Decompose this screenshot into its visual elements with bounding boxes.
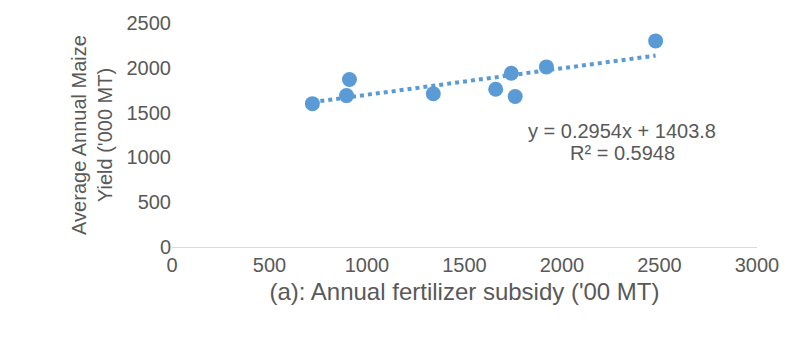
svg-text:1500: 1500 [127, 102, 172, 124]
svg-text:2500: 2500 [637, 254, 682, 276]
svg-text:2500: 2500 [127, 12, 172, 34]
svg-text:2000: 2000 [127, 57, 172, 79]
svg-text:2000: 2000 [540, 254, 585, 276]
svg-text:1000: 1000 [345, 254, 390, 276]
svg-text:Average Annual MaizeYield ('00: Average Annual MaizeYield ('000 MT) [68, 35, 116, 235]
svg-text:1500: 1500 [442, 254, 487, 276]
svg-text:500: 500 [138, 191, 171, 213]
svg-text:(a): Annual fertilizer subsidy: (a): Annual fertilizer subsidy ('00 MT) [269, 278, 659, 305]
svg-text:500: 500 [253, 254, 286, 276]
svg-text:1000: 1000 [127, 146, 172, 168]
svg-text:R² = 0.5948: R² = 0.5948 [570, 142, 675, 164]
svg-text:3000: 3000 [735, 254, 780, 276]
svg-text:0: 0 [166, 254, 177, 276]
svg-text:y = 0.2954x + 1403.8: y = 0.2954x + 1403.8 [528, 120, 716, 142]
svg-text:0: 0 [160, 236, 171, 258]
